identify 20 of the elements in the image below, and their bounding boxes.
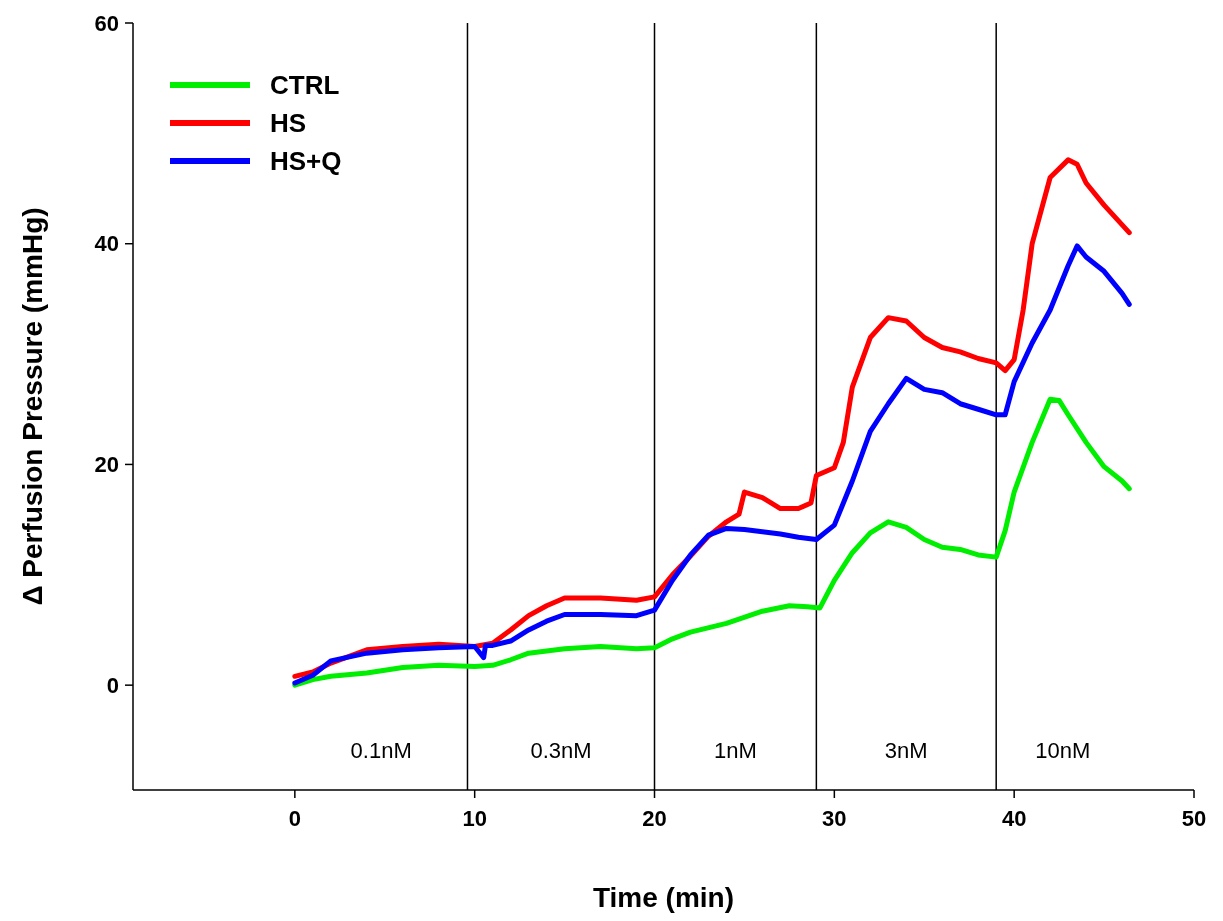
x-tick-label: 40 (1001, 806, 1027, 831)
legend-label: HS (270, 108, 307, 139)
y-tick-label: 40 (94, 231, 119, 257)
annotation: 1nM (714, 737, 757, 763)
x-tick-label: 30 (822, 806, 847, 831)
x-tick-label: 50 (1181, 806, 1207, 831)
y-tick-label: 20 (94, 452, 119, 478)
legend-label: CTRL (270, 70, 340, 101)
legend-label: HS+Q (270, 146, 342, 177)
annotation: 10nM (1035, 737, 1091, 763)
y-tick-label: 0 (106, 672, 119, 698)
x-tick-label: 10 (462, 806, 487, 831)
x-axis-title: Time (min) (592, 882, 735, 913)
annotation: 3nM (884, 737, 928, 763)
y-axis-title: Δ Perfusion Pressure (mmHg) (17, 207, 48, 606)
annotation: 0.1nM (350, 737, 412, 763)
x-tick-label: 0 (288, 806, 301, 831)
annotation: 0.3nM (530, 737, 592, 763)
x-tick-label: 20 (642, 806, 667, 831)
y-tick-label: 60 (94, 10, 119, 36)
